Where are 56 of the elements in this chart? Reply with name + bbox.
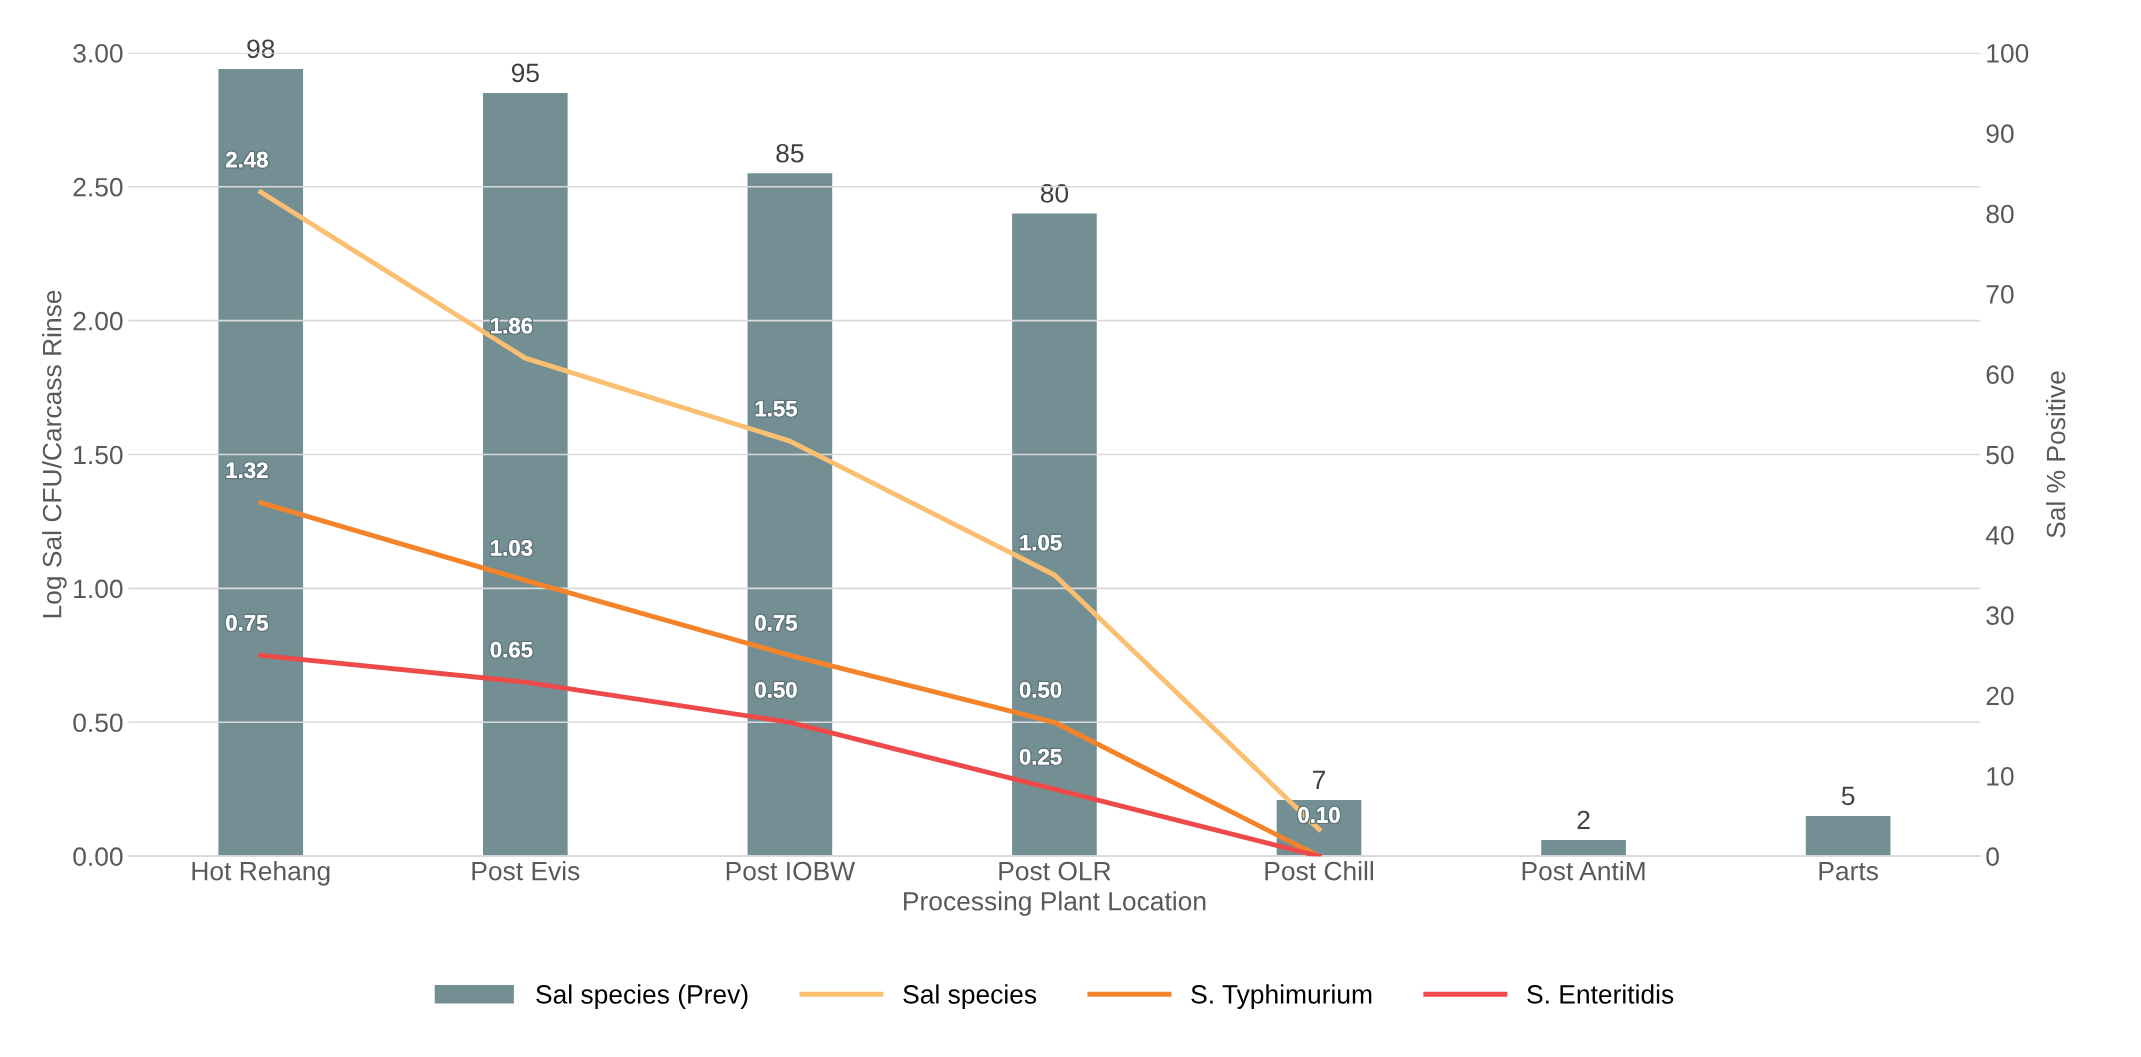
legend-label: Sal species (Prev) <box>536 984 748 1009</box>
bar <box>1012 213 1097 857</box>
legend-label: S. Typhimurium <box>1191 984 1372 1009</box>
bar <box>482 93 568 857</box>
data-label: 0.65 <box>490 641 533 658</box>
data-label: 1.55 <box>755 401 797 417</box>
x-tick-label: Post Evis <box>472 861 580 881</box>
y2-tick-label: 40 <box>1985 525 2014 545</box>
x-tick-label: Hot Rehang <box>192 861 330 886</box>
data-label: 98 <box>247 39 275 59</box>
bar <box>218 68 304 857</box>
data-label: 0.75 <box>226 615 268 631</box>
data-label: 1.03 <box>491 540 533 556</box>
data-label: 1.32 <box>226 462 268 479</box>
y2-tick-label: 30 <box>1986 606 2014 625</box>
data-label: 2.48 <box>226 151 268 168</box>
data-label: 0.25 <box>1019 748 1062 765</box>
y2-tick-label: 60 <box>1986 365 2014 384</box>
x-tick-label: Post IOBW <box>726 861 856 881</box>
y-axis-title: Log Sal CFU/Carcass Rinse <box>42 290 67 618</box>
data-label: 1.86 <box>491 317 533 334</box>
legend-label: Sal species <box>903 984 1037 1009</box>
x-tick-label: Post OLR <box>999 861 1111 881</box>
data-label: 0.50 <box>755 681 797 698</box>
legend-label: S. Enteritidis <box>1527 984 1674 1004</box>
y-tick-label: 0.50 <box>73 713 123 733</box>
y-tick-label: 2.00 <box>73 311 123 331</box>
bar <box>747 173 833 857</box>
y2-tick-label: 90 <box>1986 124 2014 143</box>
y-tick-label: 0.00 <box>73 847 123 866</box>
y-tick-label: 1.00 <box>74 579 123 599</box>
x-axis-title: Processing Plant Location <box>904 891 1206 916</box>
data-label: 95 <box>511 63 539 83</box>
bar <box>1541 840 1626 857</box>
data-label: 0.50 <box>1019 681 1062 698</box>
data-label: 2 <box>1577 810 1590 830</box>
x-tick-label: Post Chill <box>1265 861 1373 881</box>
y2-tick-label: 20 <box>1986 686 2014 706</box>
x-tick-label: Parts <box>1819 862 1878 881</box>
y-tick-label: 1.50 <box>74 445 123 465</box>
data-label: 5 <box>1841 786 1855 806</box>
x-tick-label: Post AntiM <box>1522 861 1645 881</box>
y2-tick-label: 10 <box>1987 766 2014 786</box>
data-label: 0.75 <box>755 615 797 631</box>
y2-tick-label: 80 <box>1986 204 2014 224</box>
y-tick-label: 2.50 <box>73 177 123 197</box>
y-tick-label: 3.00 <box>73 43 123 63</box>
y2-tick-label: 70 <box>1986 284 2014 304</box>
bar <box>1805 816 1891 857</box>
data-label: 1.05 <box>1020 534 1062 551</box>
y2-tick-label: 100 <box>1987 43 2029 63</box>
y2-tick-label: 50 <box>1986 445 2014 465</box>
y2-tick-label: 0 <box>1986 847 1999 866</box>
data-label: 7 <box>1313 770 1326 789</box>
data-label: 85 <box>776 143 804 163</box>
y2-axis-title: Sal % Positive <box>2045 371 2066 538</box>
